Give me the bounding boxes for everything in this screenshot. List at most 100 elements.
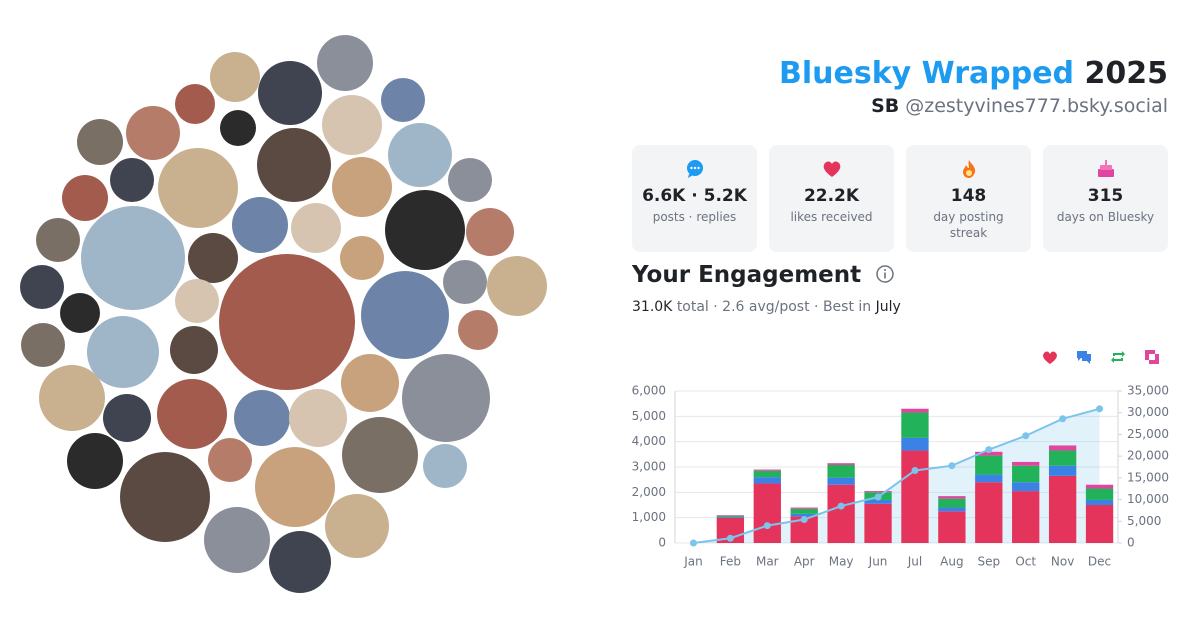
bar-segment	[975, 474, 1003, 483]
x-tick-label: Jan	[683, 555, 703, 569]
avatar	[170, 326, 218, 374]
stat-label: posts · replies	[652, 210, 737, 224]
bar-segment	[1085, 499, 1114, 505]
avatar	[158, 148, 238, 228]
x-tick-label: May	[829, 555, 854, 569]
summary-text: total · 2.6 avg/post · Best in	[676, 299, 872, 315]
avatar	[448, 158, 492, 202]
user-name: SB	[871, 95, 900, 117]
avatar	[175, 84, 215, 124]
bar-segment	[864, 492, 892, 500]
avatar	[402, 354, 490, 442]
avatar	[67, 433, 123, 489]
avatar	[381, 78, 425, 122]
y2-tick-label: 25,000	[1127, 427, 1169, 441]
icon	[686, 160, 703, 178]
avatar	[62, 175, 108, 221]
line-area	[693, 408, 1100, 543]
avatar	[340, 236, 384, 280]
bar-segment	[975, 482, 1003, 543]
legend-glyph	[1145, 350, 1159, 364]
x-tick-label: Oct	[1015, 555, 1036, 569]
avatar	[210, 52, 260, 102]
avatar	[423, 444, 467, 488]
bar-segment	[1012, 465, 1040, 483]
line-point	[985, 446, 993, 454]
avatar	[255, 447, 335, 527]
title-text: Bluesky Wrapped	[779, 56, 1075, 91]
summary-total: 31.0K	[632, 299, 673, 315]
stat-label: days on Bluesky	[1056, 210, 1155, 224]
x-tick-label: Feb	[720, 555, 741, 569]
bar-segment	[864, 503, 892, 543]
bar-segment	[1048, 475, 1077, 543]
x-tick-label: Mar	[756, 555, 779, 569]
bar-segment	[827, 464, 855, 478]
header: Bluesky Wrapped 2025 SB @zestyvines777.bs…	[779, 56, 1168, 117]
section-title: Your Engagement	[632, 262, 895, 288]
bar-segment	[716, 516, 745, 518]
avatar	[269, 531, 331, 593]
avatar	[157, 379, 227, 449]
avatar	[110, 158, 154, 202]
bar-segment	[938, 507, 966, 512]
bar-segment	[790, 507, 818, 509]
stat-value: 148	[950, 186, 987, 206]
line-point	[837, 502, 845, 510]
bar-segment	[1012, 482, 1040, 492]
bar-segment	[938, 498, 966, 508]
bar-segment	[1048, 450, 1077, 466]
y-tick-label: 1,000	[632, 510, 666, 524]
avatar	[21, 323, 65, 367]
y2-tick-label: 15,000	[1127, 470, 1169, 484]
bar-segment	[753, 470, 781, 478]
y-tick-label: 6,000	[632, 384, 666, 398]
cumulative-line	[693, 407, 1100, 544]
line-point	[911, 466, 919, 474]
x-tick-label: Apr	[794, 555, 815, 569]
avatar-cloud	[20, 35, 547, 593]
x-tick-label: Sep	[977, 555, 1000, 569]
icon	[1097, 160, 1114, 177]
stat-label: day posting streak	[933, 210, 1004, 240]
avatar	[188, 233, 238, 283]
x-tick-label: Aug	[940, 555, 963, 569]
bar-segment	[1085, 488, 1114, 500]
stat-value: 22.2K	[803, 186, 860, 206]
legend-glyph	[1077, 351, 1091, 364]
bar-segment	[753, 469, 781, 471]
info-icon[interactable]	[875, 264, 895, 284]
avatar	[385, 190, 465, 270]
bar-segment	[901, 408, 929, 413]
section-title-text: Your Engagement	[632, 262, 862, 288]
avatar	[332, 157, 392, 217]
bar-segment	[753, 483, 781, 543]
legend-icon	[1145, 350, 1159, 364]
bar-segment	[716, 515, 745, 516]
y-tick-label: 2,000	[632, 485, 666, 499]
x-tick-label: Nov	[1051, 555, 1074, 569]
avatar	[81, 206, 185, 310]
avatar	[120, 452, 210, 542]
y-tick-label: 4,000	[632, 434, 666, 448]
x-tick-label: Jun	[868, 555, 888, 569]
bar-segment	[901, 412, 929, 438]
bar-segment	[1048, 445, 1077, 451]
x-tick-label: Jul	[907, 555, 922, 569]
y-tick-label: 0	[658, 536, 666, 550]
avatar	[388, 123, 452, 187]
legend-icon	[1043, 351, 1057, 364]
avatar	[77, 119, 123, 165]
avatar	[325, 494, 389, 558]
bar-segment	[975, 451, 1003, 456]
avatar	[220, 110, 256, 146]
avatar	[60, 293, 100, 333]
icon	[962, 160, 975, 178]
y2-tick-label: 5,000	[1127, 514, 1161, 528]
line-point	[948, 462, 956, 470]
stat-card: 148 day posting streak	[906, 145, 1031, 252]
avatar	[234, 390, 290, 446]
bar-segment	[901, 437, 929, 451]
avatar	[342, 417, 418, 493]
